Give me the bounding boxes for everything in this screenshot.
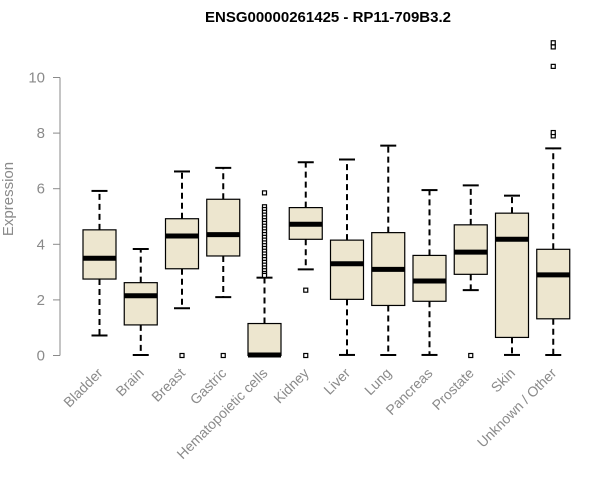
box-group xyxy=(536,40,571,356)
x-tick-label: Skin xyxy=(488,365,519,396)
outlier-point xyxy=(468,352,474,359)
box-group xyxy=(247,190,282,358)
box-group xyxy=(123,248,158,356)
box xyxy=(412,254,447,302)
box-group xyxy=(371,144,406,356)
box-group xyxy=(453,184,488,359)
x-tick-label: Lung xyxy=(361,365,394,398)
y-tick-label: 0 xyxy=(37,348,45,365)
box-group xyxy=(164,170,200,359)
box-group xyxy=(82,189,117,337)
x-tick-label: Prostate xyxy=(429,365,477,413)
box xyxy=(329,239,365,300)
x-tick-label: Kidney xyxy=(270,365,312,407)
box xyxy=(206,198,241,257)
y-axis-label: Expression xyxy=(0,162,17,236)
x-tick-label: Bladder xyxy=(60,365,106,411)
outlier-point xyxy=(303,352,309,359)
y-tick-label: 4 xyxy=(37,236,45,253)
x-tick-label: Liver xyxy=(320,365,353,398)
outlier-point xyxy=(550,63,556,69)
outlier-point xyxy=(550,129,556,136)
y-tick-label: 6 xyxy=(37,181,45,198)
box-group xyxy=(206,166,241,359)
x-tick-label: Breast xyxy=(148,365,188,405)
y-tick-label: 8 xyxy=(37,125,45,142)
outlier-point xyxy=(220,352,226,359)
box-group xyxy=(329,158,365,356)
outlier-point xyxy=(550,40,556,46)
boxes xyxy=(82,40,571,359)
box-group xyxy=(494,194,530,356)
box-group xyxy=(288,161,323,359)
box xyxy=(82,229,117,280)
x-tick-label: Brain xyxy=(112,365,146,399)
outlier-point xyxy=(550,44,556,50)
box xyxy=(453,224,488,275)
box xyxy=(164,218,200,270)
box-group xyxy=(412,189,447,356)
box xyxy=(123,282,158,326)
outlier-point xyxy=(261,272,268,279)
y-axis: 0 2 4 6 8 10 xyxy=(28,70,61,365)
outlier-point xyxy=(179,352,185,359)
outlier-point xyxy=(303,287,309,293)
y-tick-label: 2 xyxy=(37,292,45,309)
box xyxy=(494,212,530,339)
y-tick-label: 10 xyxy=(28,70,45,87)
outlier-point xyxy=(261,190,268,196)
box xyxy=(536,248,571,320)
chart-title: ENSG00000261425 - RP11-709B3.2 xyxy=(205,9,451,26)
box xyxy=(247,322,282,357)
